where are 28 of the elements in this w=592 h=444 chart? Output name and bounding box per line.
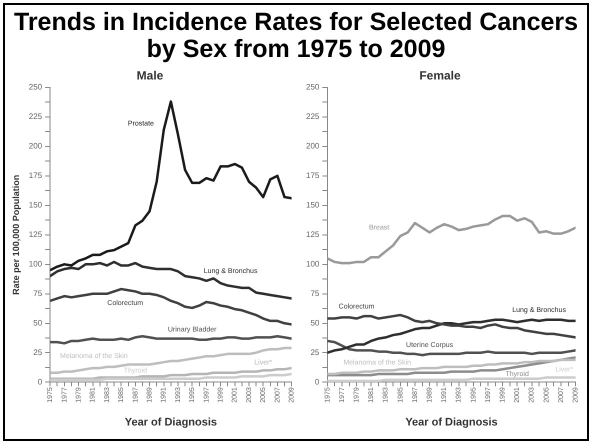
- chart-title: Trends in Incidence Rates for Selected Cancers by Sex from 1975 to 2009: [12, 8, 580, 63]
- x-axis-title: Year of Diagnosis: [405, 416, 498, 428]
- y-tick-label: 175: [28, 171, 43, 180]
- y-tick-label: 250: [28, 82, 43, 92]
- y-tick-label: 25: [310, 348, 320, 357]
- y-tick-label: 0: [38, 377, 43, 386]
- y-tick-label: 100: [28, 260, 43, 268]
- chart-subtitle: Male: [136, 68, 164, 83]
- y-tick-label: 50: [33, 318, 43, 328]
- y-tick-label: 225: [28, 112, 43, 122]
- y-tick-label: 0: [314, 377, 320, 386]
- y-tick-label: 75: [33, 288, 43, 298]
- y-tick-label: 150: [306, 200, 320, 210]
- y-tick-label: 125: [306, 230, 320, 240]
- y-tick-label: 25: [33, 348, 43, 357]
- y-tick-label: 225: [306, 112, 320, 122]
- y-tick-label: 150: [28, 200, 43, 210]
- y-tick-label: 200: [28, 142, 43, 151]
- y-axis-title: Rate per 100,000 Population: [10, 174, 21, 295]
- y-tick-label: 200: [306, 142, 320, 151]
- y-tick-label: 250: [306, 82, 320, 92]
- y-tick-label: 100: [306, 260, 320, 268]
- y-tick-label: 175: [306, 171, 320, 180]
- y-tick-label: 50: [310, 318, 320, 328]
- x-axis-title: Year of Diagnosis: [124, 416, 218, 428]
- y-tick-label: 125: [28, 230, 43, 240]
- chart-title: Female: [419, 68, 461, 83]
- y-tick-label: 75: [310, 288, 320, 298]
